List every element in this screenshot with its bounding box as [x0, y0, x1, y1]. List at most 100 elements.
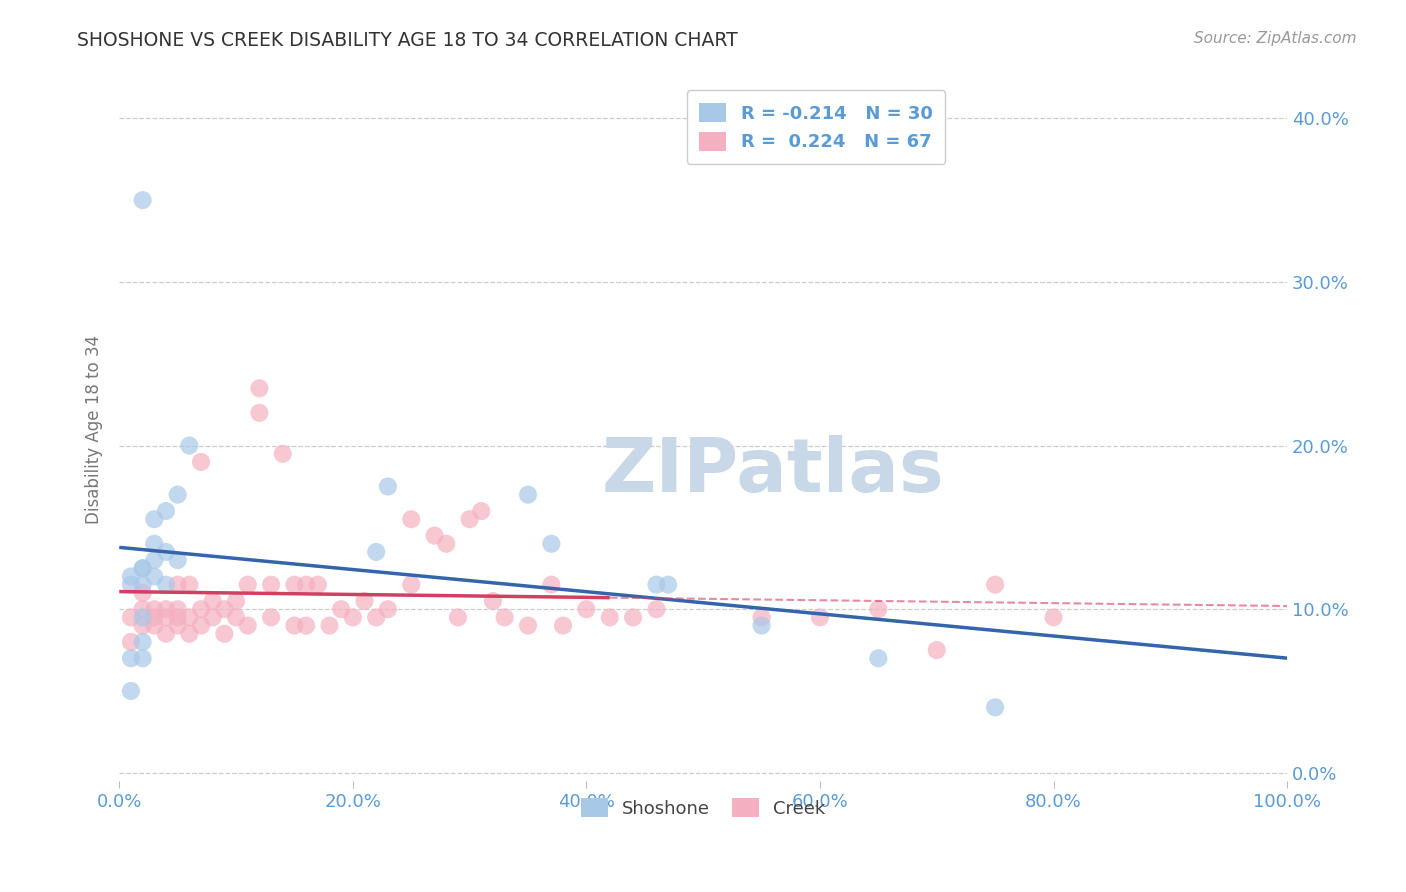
Point [166, 577, 188, 591]
Point [190, 618, 212, 632]
Point [517, 488, 540, 502]
Point [458, 512, 481, 526]
Point [295, 618, 318, 632]
Point [575, 602, 598, 616]
Point [984, 577, 1007, 591]
Point [645, 602, 668, 616]
Point [434, 537, 457, 551]
Point [190, 602, 212, 616]
Point [131, 561, 153, 575]
Point [249, 381, 271, 395]
Point [657, 577, 679, 591]
Point [131, 561, 153, 575]
Point [249, 406, 271, 420]
Point [808, 610, 831, 624]
Point [155, 504, 177, 518]
Point [131, 586, 153, 600]
Point [342, 610, 364, 624]
Point [155, 610, 177, 624]
Point [166, 553, 188, 567]
Point [166, 618, 188, 632]
Point [621, 610, 644, 624]
Point [540, 577, 562, 591]
Point [645, 577, 668, 591]
Point [143, 512, 166, 526]
Point [283, 577, 305, 591]
Point [143, 553, 166, 567]
Point [984, 700, 1007, 714]
Point [423, 528, 446, 542]
Point [271, 447, 294, 461]
Point [377, 479, 399, 493]
Point [447, 610, 470, 624]
Point [214, 602, 236, 616]
Text: Source: ZipAtlas.com: Source: ZipAtlas.com [1194, 31, 1357, 46]
Point [120, 684, 142, 698]
Point [470, 504, 492, 518]
Point [143, 618, 166, 632]
Point [155, 626, 177, 640]
Point [166, 488, 188, 502]
Point [120, 577, 142, 591]
Point [366, 545, 388, 559]
Point [482, 594, 505, 608]
Point [517, 618, 540, 632]
Text: ZIPatlas: ZIPatlas [602, 435, 945, 508]
Point [399, 577, 422, 591]
Point [120, 651, 142, 665]
Point [131, 193, 153, 207]
Point [131, 635, 153, 649]
Point [236, 618, 259, 632]
Point [868, 602, 890, 616]
Point [540, 537, 562, 551]
Point [179, 577, 201, 591]
Point [131, 618, 153, 632]
Point [214, 626, 236, 640]
Point [201, 594, 224, 608]
Point [120, 610, 142, 624]
Point [225, 594, 247, 608]
Legend: Shoshone, Creek: Shoshone, Creek [574, 790, 832, 825]
Point [236, 577, 259, 591]
Point [225, 610, 247, 624]
Point [131, 602, 153, 616]
Point [551, 618, 574, 632]
Point [143, 602, 166, 616]
Point [143, 610, 166, 624]
Point [166, 602, 188, 616]
Point [120, 635, 142, 649]
Point [155, 602, 177, 616]
Y-axis label: Disability Age 18 to 34: Disability Age 18 to 34 [86, 334, 103, 524]
Point [925, 643, 948, 657]
Point [868, 651, 890, 665]
Point [120, 569, 142, 583]
Point [318, 618, 340, 632]
Point [366, 610, 388, 624]
Point [179, 626, 201, 640]
Point [155, 577, 177, 591]
Point [283, 618, 305, 632]
Point [143, 569, 166, 583]
Point [179, 610, 201, 624]
Point [295, 577, 318, 591]
Point [599, 610, 621, 624]
Point [751, 618, 773, 632]
Point [179, 439, 201, 453]
Point [190, 455, 212, 469]
Point [201, 610, 224, 624]
Point [260, 610, 283, 624]
Point [143, 537, 166, 551]
Point [131, 577, 153, 591]
Point [399, 512, 422, 526]
Point [260, 577, 283, 591]
Point [155, 545, 177, 559]
Point [751, 610, 773, 624]
Point [1042, 610, 1064, 624]
Point [494, 610, 516, 624]
Point [307, 577, 329, 591]
Point [131, 610, 153, 624]
Point [131, 651, 153, 665]
Point [166, 610, 188, 624]
Point [330, 602, 353, 616]
Point [353, 594, 375, 608]
